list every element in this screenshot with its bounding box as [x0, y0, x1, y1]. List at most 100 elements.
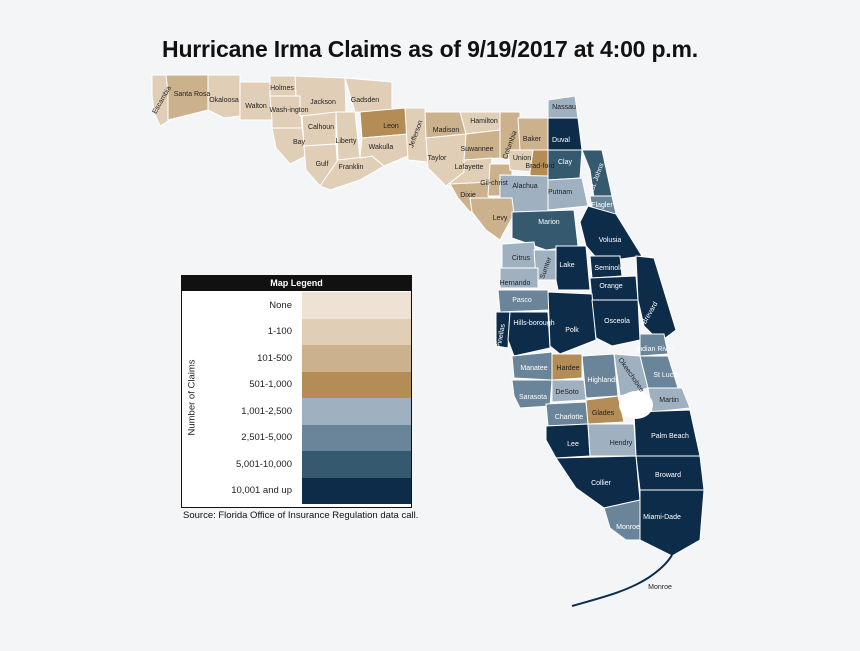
county-label: Suwannee: [460, 146, 493, 153]
keys-label: Monroe: [648, 584, 672, 591]
county-label: Clay: [558, 159, 573, 166]
county-label: Collier: [591, 480, 612, 487]
legend-row: 1,001-2,500: [200, 398, 411, 425]
county-label: Palm Beach: [651, 433, 689, 440]
county-gadsden: [344, 77, 393, 113]
legend-label: 101-500: [257, 352, 292, 364]
county-label: Leon: [383, 123, 399, 130]
county-label: Orange: [599, 283, 622, 290]
county-hills-borough: [507, 311, 551, 357]
lake-okeechobee: [619, 391, 653, 419]
county-label: Martin: [659, 397, 679, 404]
county-osceola: [591, 299, 641, 347]
county-label: Franklin: [339, 164, 364, 171]
county-label: Volusia: [599, 237, 622, 244]
county-label: Highlands: [587, 377, 619, 384]
legend-label: None: [269, 299, 292, 311]
county-label: Polk: [565, 327, 579, 334]
legend-rows: None 1-100 101-500 501-1,000 1,001-2,500 2,50…: [200, 292, 411, 504]
legend-heading: Map Legend: [182, 276, 411, 291]
county-bay: [271, 127, 307, 165]
county-label: Osceola: [604, 318, 630, 325]
county-label: Hardee: [557, 365, 580, 372]
county-label: Union: [513, 155, 531, 162]
county-duval: [547, 117, 583, 151]
county-label: Dixie: [460, 192, 476, 199]
legend-row: 2,501-5,000: [200, 424, 411, 451]
county-label: Citrus: [512, 255, 531, 262]
county-label: Sarasota: [519, 394, 547, 401]
county-label: Miami-Dade: [643, 514, 681, 521]
map-legend: Map Legend Number of Claims None 1-100 101…: [181, 275, 412, 508]
county-label: Liberty: [335, 138, 357, 145]
county-label: Nassau: [552, 104, 576, 111]
legend-axis-label: Number of Claims: [186, 359, 198, 436]
county-monroe: [603, 499, 641, 541]
county-label: Hendry: [610, 440, 633, 447]
legend-row: 10,001 and up: [200, 477, 411, 504]
county-volusia: [579, 205, 643, 263]
county-label: Brad-ford: [525, 163, 554, 170]
county-polk: [547, 291, 597, 355]
legend-label: 10,001 and up: [231, 485, 292, 497]
county-label: Baker: [523, 136, 542, 143]
county-label: Holmes: [270, 85, 294, 92]
county-baker: [517, 117, 549, 151]
legend-label: 501-1,000: [249, 379, 292, 391]
county-label: Seminole: [594, 265, 623, 272]
county-brevard: [635, 255, 677, 343]
county-walton: [239, 81, 273, 121]
county-label: Wash-ington: [269, 107, 308, 114]
legend-swatch: [302, 477, 411, 504]
county-label: Santa Rosa: [174, 91, 211, 98]
legend-label: 5,001-10,000: [236, 458, 292, 470]
legend-label: 1,001-2,500: [241, 405, 292, 417]
county-label: Calhoun: [308, 124, 334, 131]
county-levy: [469, 197, 515, 241]
county-label: Manatee: [520, 365, 547, 372]
map-title: Hurricane Irma Claims as of 9/19/2017 at…: [162, 36, 698, 62]
legend-swatch: [302, 292, 411, 319]
legend-row: 1-100: [200, 318, 411, 345]
county-hernando: [499, 267, 539, 289]
county-label: Hamilton: [470, 118, 498, 125]
county-label: Lee: [567, 441, 579, 448]
county-label: Gadsden: [351, 97, 380, 104]
county-label: Madison: [433, 127, 460, 134]
legend-label: 2,501-5,000: [241, 432, 292, 444]
county-lake: [555, 245, 591, 291]
legend-row: 5,001-10,000: [200, 451, 411, 478]
legend-swatch: [302, 371, 411, 398]
county-label: Hernando: [500, 280, 531, 287]
county-label: Indian River: [636, 346, 674, 353]
legend-row: 101-500: [200, 345, 411, 372]
county-label: Pasco: [512, 297, 532, 304]
county-label: Broward: [655, 472, 681, 479]
county-label: Hills-borough: [513, 320, 554, 327]
county-label: Levy: [493, 215, 508, 222]
legend-swatch: [302, 398, 411, 425]
florida-keys: Monroe: [571, 554, 673, 607]
county-label: Jackson: [310, 99, 336, 106]
legend-row: None: [200, 292, 411, 319]
county-label: Okaloosa: [209, 97, 239, 104]
county-label: Gil-christ: [480, 180, 508, 187]
county-label: Lake: [559, 262, 574, 269]
county-hardee: [551, 353, 583, 381]
county-label: Walton: [245, 103, 267, 110]
county-label: Monroe: [616, 524, 640, 531]
county-label: Bay: [293, 139, 306, 146]
county-label: Marion: [538, 219, 560, 226]
legend-row: 501-1,000: [200, 371, 411, 398]
county-label: Pinellas: [496, 323, 507, 349]
legend-swatch: [302, 451, 411, 478]
county-seminole: [589, 255, 623, 279]
county-sarasota: [511, 379, 553, 409]
legend-label: 1-100: [267, 326, 292, 338]
county-label: Flagler: [591, 202, 613, 209]
source-note: Source: Florida Office of Insurance Regu…: [183, 510, 419, 521]
county-label: Charlotte: [555, 414, 584, 421]
legend-axis: Number of Claims: [182, 292, 200, 506]
county-label: Taylor: [428, 155, 447, 162]
